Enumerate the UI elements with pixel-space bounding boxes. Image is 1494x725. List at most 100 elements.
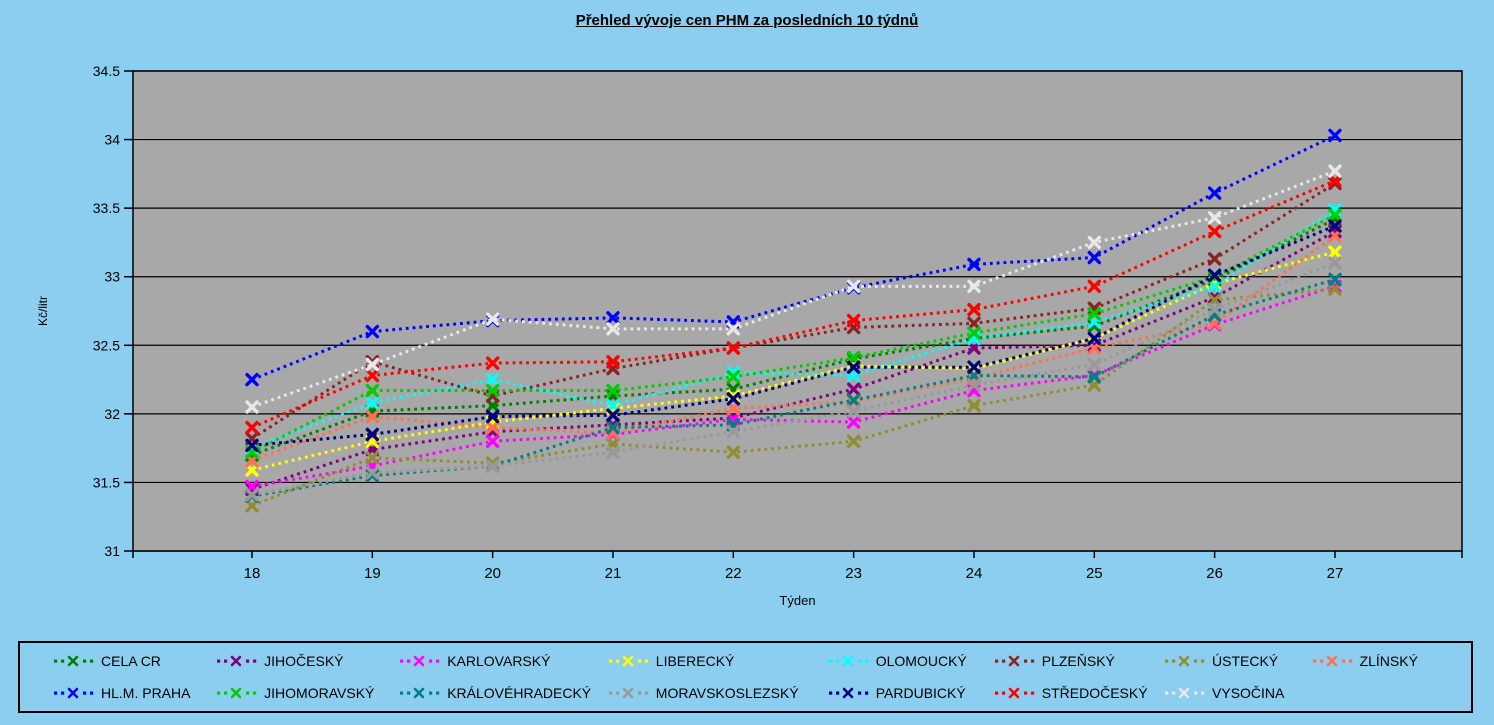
data-point-x-marker	[1207, 279, 1222, 294]
data-point-x-marker	[846, 415, 861, 429]
data-point-x-marker	[1087, 235, 1102, 250]
data-point-x-marker	[606, 322, 620, 336]
data-point-x-marker	[1328, 128, 1342, 143]
data-point-x-marker	[967, 378, 981, 392]
data-point-x-marker	[1328, 219, 1342, 233]
series-line	[251, 179, 1336, 429]
data-point-x-marker	[606, 311, 620, 325]
data-point-x-marker	[967, 302, 981, 317]
data-point-x-marker	[1207, 224, 1222, 239]
data-point-x-marker	[606, 445, 620, 459]
data-point-x-marker	[365, 383, 380, 398]
legend-label: LIBERECKÝ	[655, 653, 735, 669]
y-tick-label: 32.5	[93, 337, 120, 353]
legend-item-pardubick-: PARDUBICKÝ	[827, 685, 993, 701]
legend-label: PARDUBICKÝ	[875, 685, 966, 701]
data-point-x-marker	[1087, 341, 1102, 355]
legend-item-olomouck-: OLOMOUCKÝ	[827, 653, 993, 669]
data-point-x-marker	[967, 326, 981, 340]
x-tick-label: 23	[845, 565, 862, 582]
data-point-x-marker	[365, 396, 380, 410]
x-tick-label: 21	[605, 565, 622, 582]
y-tick-label: 34	[104, 132, 120, 148]
data-point-x-marker	[726, 401, 741, 416]
legend-marker-icon	[54, 687, 94, 699]
data-point-x-marker	[726, 424, 741, 439]
data-point-x-marker	[967, 341, 981, 355]
legend-item-libereck-: LIBERECKÝ	[607, 653, 827, 669]
data-point-x-marker	[485, 398, 500, 413]
data-point-x-marker	[1207, 211, 1222, 225]
chart-title: Přehled vývoje cen PHM za posledních 10 …	[575, 12, 919, 29]
legend-marker-icon	[828, 655, 868, 667]
legend-item-zl-nsk-: ZLÍNSKÝ	[1311, 653, 1471, 669]
legend-label: ÚSTECKÝ	[1212, 653, 1279, 669]
data-point-x-marker	[1087, 357, 1102, 372]
series-line	[251, 208, 1336, 450]
data-point-x-marker	[1087, 250, 1102, 265]
series-moravskoslezsk-	[245, 256, 1342, 502]
data-point-x-marker	[1207, 252, 1222, 266]
x-tick-label: 19	[364, 565, 381, 582]
series-pardubick-	[245, 219, 1342, 453]
data-point-x-marker	[485, 383, 500, 398]
data-point-x-marker	[365, 368, 380, 383]
data-point-x-marker	[606, 420, 620, 435]
data-point-x-marker	[846, 350, 861, 365]
data-point-x-marker	[846, 279, 861, 294]
legend-item-plze-sk-: PLZEŇSKÝ	[993, 653, 1163, 669]
legend-item-st-edo-esk-: STŘEDOČESKÝ	[993, 685, 1163, 701]
data-point-x-marker	[485, 434, 500, 448]
y-tick-label: 31.5	[93, 474, 120, 490]
data-point-x-marker	[365, 427, 380, 442]
data-point-x-marker	[1087, 279, 1102, 294]
data-point-x-marker	[726, 366, 741, 380]
data-point-x-marker	[485, 372, 500, 387]
data-point-x-marker	[1087, 307, 1102, 321]
x-axis-title: Týden	[779, 593, 815, 608]
legend-label: HL.M. PRAHA	[101, 685, 191, 701]
x-tick-label: 20	[484, 565, 501, 582]
data-point-x-marker	[245, 499, 259, 513]
legend-label: PLZEŇSKÝ	[1041, 653, 1115, 669]
x-tick-label: 22	[725, 565, 742, 582]
data-point-x-marker	[1328, 245, 1342, 259]
legend-marker-icon	[608, 655, 648, 667]
data-point-x-marker	[967, 360, 981, 374]
legend-label: STŘEDOČESKÝ	[1041, 685, 1148, 701]
legend-label: CELA CR	[101, 653, 161, 669]
data-point-x-marker	[1087, 331, 1102, 346]
data-point-x-marker	[606, 383, 620, 398]
data-point-x-marker	[726, 389, 741, 403]
y-tick-label: 33	[104, 269, 120, 285]
legend-label: KARLOVARSKÝ	[447, 653, 551, 669]
legend-marker-icon	[608, 687, 648, 699]
data-point-x-marker	[365, 357, 380, 372]
data-point-x-marker	[1328, 228, 1342, 243]
data-point-x-marker	[726, 392, 741, 406]
series-st-edo-esk-	[245, 174, 1342, 435]
series-line	[251, 182, 1336, 440]
y-tick-label: 31	[104, 543, 120, 559]
y-axis-title: Kč/litr	[36, 296, 50, 326]
series-olomouck-	[245, 202, 1342, 455]
data-point-x-marker	[726, 370, 741, 384]
data-point-x-marker	[1207, 268, 1222, 283]
data-point-x-marker	[846, 382, 861, 396]
data-point-x-marker	[245, 441, 259, 455]
legend-item-moravskoslezsk-: MORAVSKOSLEZSKÝ	[607, 685, 827, 701]
data-point-x-marker	[1328, 282, 1342, 296]
data-point-x-marker	[846, 313, 861, 328]
legend-label: JIHOMORAVSKÝ	[264, 685, 375, 701]
legend-label: JIHOČESKÝ	[264, 653, 344, 669]
data-point-x-marker	[1328, 164, 1342, 178]
data-point-x-marker	[245, 463, 259, 477]
data-point-x-marker	[1087, 370, 1102, 384]
series-line	[251, 284, 1336, 489]
series-vyso-ina	[245, 164, 1342, 414]
legend-label: ZLÍNSKÝ	[1359, 653, 1418, 669]
data-point-x-marker	[485, 409, 500, 424]
legend-marker-icon	[217, 655, 257, 667]
legend-label: KRÁLOVÉHRADECKÝ	[447, 685, 592, 701]
data-point-x-marker	[726, 445, 741, 459]
